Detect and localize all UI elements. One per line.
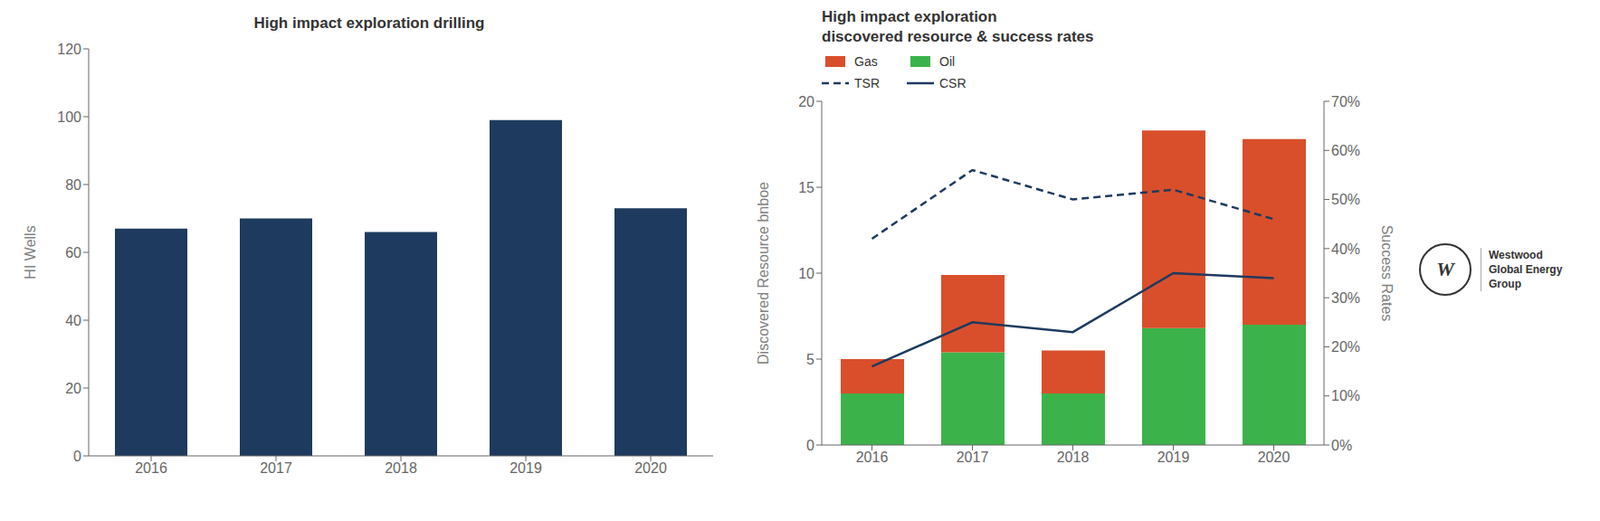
html-text:Oil: Oil <box>939 54 955 69</box>
html-text:CSR: CSR <box>939 76 967 91</box>
svg-text:10: 10 <box>798 266 815 282</box>
svg-text:30%: 30% <box>1331 290 1361 306</box>
html-text:TSR: TSR <box>854 76 880 91</box>
html-text:Global Energy: Global Energy <box>1488 263 1563 277</box>
svg-text:100: 100 <box>57 109 82 125</box>
svg-text:120: 120 <box>57 41 82 58</box>
svg-text:20%: 20% <box>1331 339 1361 355</box>
html-text:Group: Group <box>1488 277 1522 291</box>
svg-text:80: 80 <box>65 177 82 193</box>
html-text:High impact exploration: High impact exploration <box>821 8 997 26</box>
svg-text:50%: 50% <box>1331 191 1361 208</box>
svg-text:2016: 2016 <box>856 449 889 466</box>
svg-text:70%: 70% <box>1331 94 1361 110</box>
svg-text:2019: 2019 <box>509 460 543 477</box>
svg-text:2018: 2018 <box>384 460 418 477</box>
svg-text:0%: 0% <box>1331 438 1353 454</box>
svg-text:0: 0 <box>73 448 82 465</box>
svg-text:2019: 2019 <box>1157 449 1191 466</box>
svg-text:40: 40 <box>65 313 82 329</box>
svg-text:2020: 2020 <box>1257 449 1291 466</box>
svg-text:0: 0 <box>806 438 815 454</box>
svg-text:60%: 60% <box>1331 142 1361 159</box>
svg-text:40%: 40% <box>1331 241 1361 258</box>
svg-text:20: 20 <box>65 380 82 397</box>
svg-text:2017: 2017 <box>956 449 990 466</box>
svg-text:10%: 10% <box>1331 388 1361 404</box>
svg-text:2018: 2018 <box>1057 449 1090 466</box>
svg-text:20: 20 <box>798 94 815 110</box>
svg-text:60: 60 <box>65 245 82 261</box>
svg-text:2020: 2020 <box>634 460 667 477</box>
svg-text:Success Rates: Success Rates <box>1379 225 1395 323</box>
html-text:Gas: Gas <box>854 54 878 69</box>
svg-text:15: 15 <box>798 180 815 196</box>
html-text:discovered resource & success: discovered resource & success rates <box>821 28 1094 46</box>
html-text:Westwood: Westwood <box>1488 248 1543 262</box>
svg-text:Discovered Resource bnboe: Discovered Resource bnboe <box>755 181 772 365</box>
html-text:W: W <box>1436 257 1455 281</box>
html-text:High impact exploration drilli: High impact exploration drilling <box>253 14 485 32</box>
svg-text:HI Wells: HI Wells <box>22 225 39 279</box>
svg-text:5: 5 <box>806 352 815 368</box>
svg-text:2017: 2017 <box>259 460 293 477</box>
svg-text:2016: 2016 <box>134 460 168 477</box>
